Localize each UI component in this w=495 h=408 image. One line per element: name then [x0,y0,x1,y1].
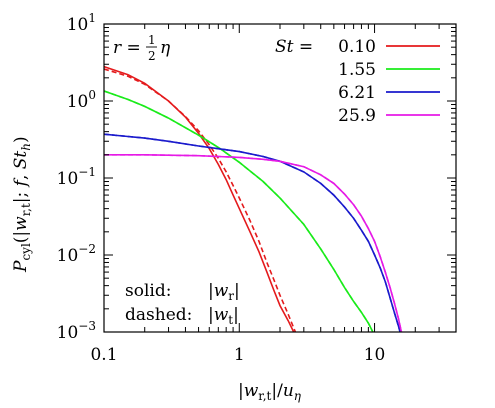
x-tick-label: 1 [234,345,245,365]
legend-label: 1.55 [338,60,376,80]
series-0-solid-line [104,65,295,332]
y-tick-label: 100 [67,88,96,112]
x-axis-title: |wr,t|/uη [238,381,302,403]
legend-label: 0.10 [338,37,376,57]
y-tick-label: 101 [67,11,96,35]
annotation-dashed-label: dashed: [125,305,192,325]
annotation-solid-value: |wr| [208,281,240,303]
y-tick-label: 10−3 [57,319,96,343]
series-3-dashed-line [104,154,403,332]
series-1-solid-line [104,90,374,332]
y-tick-label: 10−1 [57,165,96,189]
legend-label: 6.21 [338,83,376,103]
legend-label: 25.9 [338,106,376,126]
svg-text:2: 2 [148,49,156,63]
legend-header: St = [275,37,313,57]
axis-tick-labels: 0.1 1 10 10−3 10−2 10−1 100 101 [57,11,386,365]
y-axis-title: Pcyl(|wr,t|; f, Sth) [11,136,33,273]
data-curves [104,65,403,332]
annotation-solid-dashed: solid: |wr| dashed: |wt| [125,281,240,327]
y-tick-label: 10−2 [57,242,96,266]
svg-text:r =: r = [113,38,141,58]
annotation-r: r = 1 2 η [113,33,171,63]
svg-text:η: η [160,38,171,58]
series-2-solid-line [104,133,401,332]
series-3-solid-line [104,154,403,332]
svg-text:1: 1 [148,33,156,47]
annotation-solid-label: solid: [125,281,171,301]
annotation-dashed-value: |wt| [208,305,239,327]
axis-ticks [103,23,457,333]
x-tick-label: 10 [364,345,386,365]
x-tick-label: 0.1 [90,345,117,365]
legend: St = 0.10 1.55 6.21 25.9 [275,37,440,126]
